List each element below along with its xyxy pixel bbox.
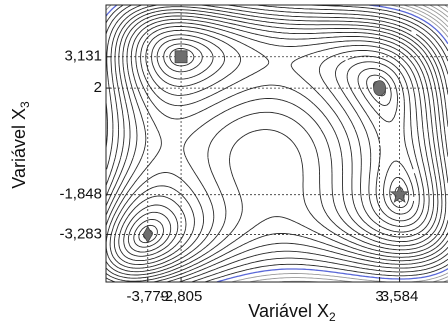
contour-line [106,5,448,282]
x-tick-label: 3,584 [381,288,419,305]
y-tick-label: -1,848 [59,186,102,203]
y-tick-label: -3,283 [59,225,102,242]
contour-line [106,12,448,279]
contour-line [106,15,447,276]
contour-line [123,34,425,257]
plot-area [106,5,448,282]
x-tick-label: 3 [375,288,383,305]
x-axis-label: Variável X2 [248,301,336,324]
x-tick-label: -2,805 [160,288,203,305]
y-tick-label: 3,131 [64,48,102,65]
y-axis-label: Variável X3 [9,101,32,189]
minimum-marker [373,80,387,96]
contour-line [429,5,448,18]
contour-line [133,43,415,248]
contour-line [106,5,448,282]
contour-line [106,18,443,273]
x-label-sub: 2 [329,310,336,324]
minimum-marker [389,184,410,203]
axis-frame [105,4,448,283]
contour-line [106,6,448,282]
contour-line [106,5,448,282]
contour-line [279,5,448,282]
contour-line [127,38,420,253]
contour-line [106,9,448,282]
contour-line [106,5,448,282]
contour-line [106,5,448,282]
contour-line [118,29,430,262]
y-label-sub: 3 [18,101,32,108]
x-label-text: Variável X [248,301,329,321]
minimum-marker [142,225,153,244]
x-tick-label: -3,779 [126,288,169,305]
contour-line [109,22,439,269]
contour-line [113,25,435,266]
y-label-text: Variável X [9,108,29,189]
y-tick-label: 2 [94,79,102,96]
contour-line [106,5,448,282]
minimum-marker [174,50,188,64]
contour-line [138,48,410,244]
